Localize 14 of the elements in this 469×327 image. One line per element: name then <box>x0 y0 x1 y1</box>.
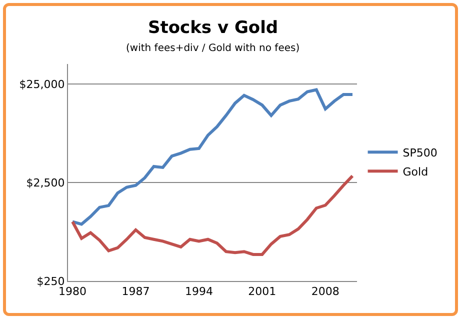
y-tick-label: $250 <box>36 274 65 288</box>
x-tick-label: 1994 <box>184 285 213 298</box>
y-tick-label: $2,500 <box>26 176 65 190</box>
line-series <box>71 88 354 226</box>
chart-title: Stocks v Gold <box>148 18 278 38</box>
y-tick-label: $25,000 <box>19 78 65 91</box>
legend-label: Gold <box>402 165 428 178</box>
x-tick-label: 1980 <box>58 285 87 298</box>
line-series <box>71 174 354 256</box>
x-tick-label: 2001 <box>248 285 276 298</box>
chart-subtitle: (with fees+div / Gold with no fees) <box>126 43 300 54</box>
x-tick-label: 2008 <box>311 285 340 298</box>
x-tick-label: 1987 <box>122 285 150 298</box>
legend-label: SP500 <box>402 146 438 160</box>
